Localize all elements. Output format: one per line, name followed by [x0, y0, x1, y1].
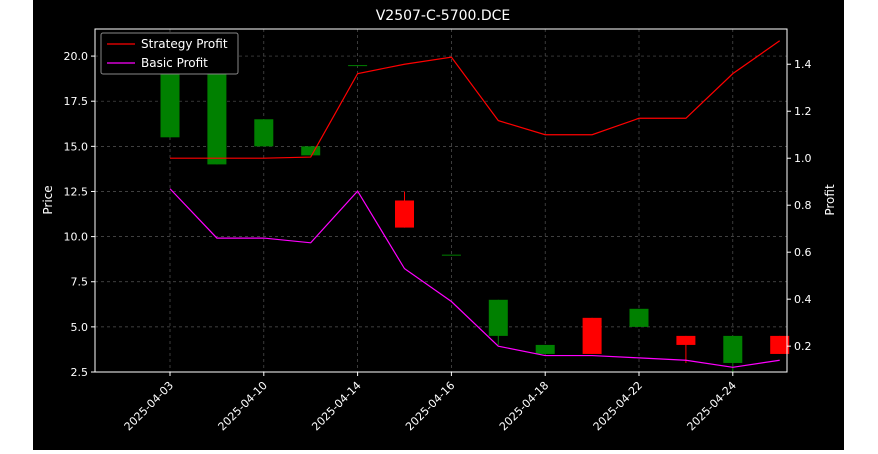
y-left-tick-label: 15.0 [64, 140, 89, 153]
candle-body [301, 146, 321, 156]
y-right-tick-label: 0.4 [794, 293, 812, 306]
profit-line-1 [169, 188, 780, 368]
y-left-tick-label: 12.5 [64, 185, 89, 198]
x-tick-label: 2025-04-24 [685, 379, 739, 433]
y-left-tick-label: 17.5 [64, 95, 89, 108]
legend-label-basic: Basic Profit [141, 56, 208, 70]
y-right-tick-label: 1.4 [794, 58, 812, 71]
legend-label-strategy: Strategy Profit [141, 37, 228, 51]
y-left-tick-label: 7.5 [71, 276, 89, 289]
candle-body [723, 335, 743, 363]
chart-figure: V2507-C-5700.DCE 2.5 5.0 7.5 10.0 12.5 15.0 17… [33, 0, 844, 450]
candle-layer [160, 47, 790, 372]
y-right-tick-label: 0.2 [794, 340, 812, 353]
legend: Strategy Profit Basic Profit [100, 32, 239, 75]
x-tick-label: 2025-04-14 [309, 379, 363, 433]
candle-body [676, 335, 696, 345]
x-tick-label: 2025-04-18 [497, 379, 551, 433]
y-right-tick-label: 0.6 [794, 246, 812, 259]
chart-title: V2507-C-5700.DCE [376, 8, 511, 24]
y-left-tick-label: 2.5 [71, 366, 89, 379]
candle-body [770, 335, 790, 354]
x-tick-label: 2025-04-16 [403, 379, 457, 433]
y-left-tick-label: 5.0 [71, 321, 89, 334]
grid-layer [95, 29, 787, 373]
candle-body [254, 119, 274, 147]
candle-body [629, 308, 649, 327]
candle-body [535, 344, 555, 354]
x-tick-label: 2025-04-10 [216, 379, 270, 433]
y-right-tick-label: 1.2 [794, 105, 812, 118]
candle-body [441, 254, 461, 256]
plot-frame [94, 28, 788, 373]
profit-line-0 [170, 40, 781, 159]
candle-body [207, 47, 227, 165]
line-layer [169, 40, 781, 368]
y-axis-left-label: Price [41, 185, 55, 214]
legend-box [100, 32, 239, 75]
x-tick-label: 2025-04-22 [591, 379, 645, 433]
candle-body [488, 299, 508, 336]
x-tick-label: 2025-04-03 [122, 379, 176, 433]
y-left-tick-label: 10.0 [64, 231, 89, 244]
y-right-tick-label: 0.8 [794, 199, 812, 212]
candle-body [582, 317, 602, 354]
y-axis-right-label: Profit [823, 184, 837, 216]
chart-svg: V2507-C-5700.DCE 2.5 5.0 7.5 10.0 12.5 15.0 17… [41, 8, 837, 433]
candle-body [348, 65, 368, 67]
y-left-tick-label: 20.0 [64, 50, 89, 63]
candle-body [395, 200, 414, 228]
y-right-tick-label: 1.0 [794, 152, 812, 165]
